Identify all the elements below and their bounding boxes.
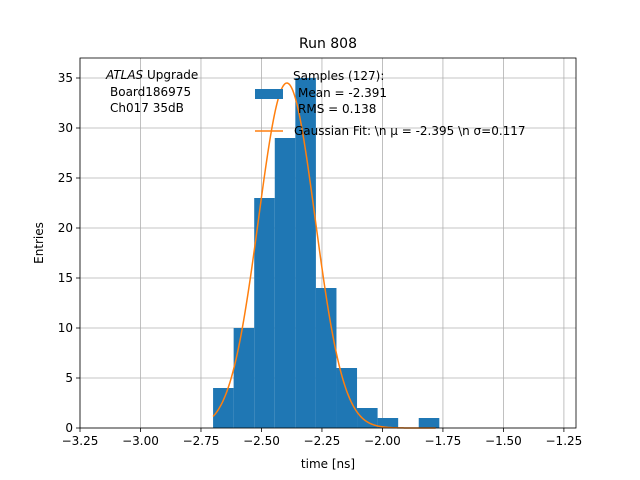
x-tick-label: −1.25: [546, 434, 583, 448]
x-axis-label: time [ns]: [301, 457, 355, 471]
y-tick-label: 20: [58, 221, 73, 235]
histogram-bar: [233, 328, 255, 428]
y-tick-label: 35: [58, 71, 73, 85]
legend-histogram-rms: RMS = 0.138: [298, 102, 376, 116]
y-tick-label: 25: [58, 171, 73, 185]
x-tick-label: −1.50: [485, 434, 522, 448]
legend-histogram-swatch: [255, 89, 283, 99]
annotation-line-3: Ch017 35dB: [110, 101, 184, 115]
y-tick-label: 30: [58, 121, 73, 135]
x-tick-label: −2.75: [183, 434, 220, 448]
histogram-bar: [295, 78, 316, 428]
legend-fit-label: Gaussian Fit: \n μ = -2.395 \n σ=0.117: [294, 124, 526, 138]
legend-histogram-title: Samples (127):: [293, 69, 384, 83]
annotation-line-1: ATLAS Upgrade: [105, 68, 198, 82]
legend: Samples (127): Mean = -2.391 RMS = 0.138…: [255, 69, 526, 138]
x-tick-label: −2.25: [304, 434, 341, 448]
y-tick-label: 10: [58, 321, 73, 335]
histogram-bar: [377, 418, 399, 428]
y-axis-label: Entries: [32, 222, 46, 264]
histogram-bar: [418, 418, 440, 428]
y-tick-label: 15: [58, 271, 73, 285]
histogram-bar: [315, 288, 337, 428]
chart-title: Run 808: [299, 36, 357, 52]
plot-frame: [79, 57, 577, 429]
upgrade-label: Upgrade: [143, 68, 198, 82]
x-tick-label: −1.75: [425, 434, 462, 448]
histogram-bar: [274, 138, 296, 428]
annotation-line-2: Board186975: [110, 85, 191, 99]
x-tick-label: −2.00: [364, 434, 401, 448]
histogram-bar: [357, 408, 378, 428]
histogram-bars: [213, 78, 440, 428]
atlas-label: ATLAS: [105, 68, 144, 82]
x-tick-label: −3.25: [62, 434, 99, 448]
y-tick-label: 5: [65, 371, 73, 385]
histogram-bar: [336, 368, 358, 428]
x-tick-label: −2.50: [243, 434, 280, 448]
axis-ticks: −3.25 −3.00 −2.75 −2.50 −2.25 −2.00 −1.75 −1.50…: [58, 71, 583, 448]
atlas-annotation: ATLAS Upgrade Board186975 Ch017 35dB: [105, 68, 198, 115]
y-tick-label: 0: [65, 421, 73, 435]
x-tick-label: −3.00: [122, 434, 159, 448]
legend-histogram-mean: Mean = -2.391: [298, 86, 387, 100]
histogram-bar: [213, 388, 234, 428]
histogram-bar: [254, 198, 275, 428]
